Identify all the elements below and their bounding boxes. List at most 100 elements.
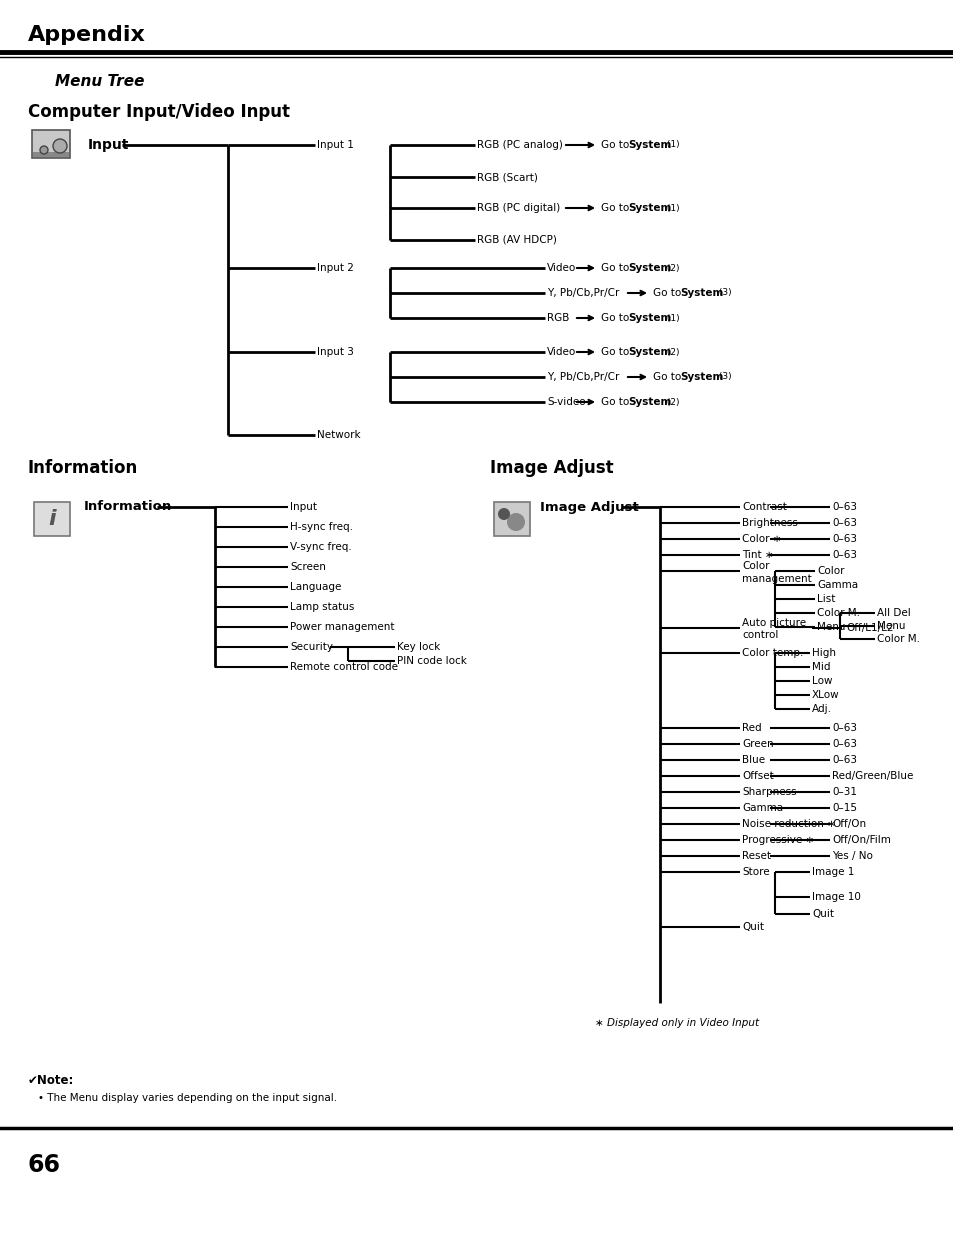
Text: Progressive ∗: Progressive ∗ <box>741 835 814 845</box>
Text: Go to: Go to <box>600 347 632 357</box>
Text: Go to: Go to <box>600 312 632 324</box>
Text: Go to: Go to <box>600 263 632 273</box>
Text: Green: Green <box>741 739 773 748</box>
Text: S-video: S-video <box>546 396 585 408</box>
Circle shape <box>40 146 48 154</box>
Text: ∗ Displayed only in Video Input: ∗ Displayed only in Video Input <box>595 1018 759 1028</box>
Text: 66: 66 <box>28 1153 61 1177</box>
Text: Y, Pb/Cb,Pr/Cr: Y, Pb/Cb,Pr/Cr <box>546 372 618 382</box>
Text: H-sync freq.: H-sync freq. <box>290 522 353 532</box>
Text: 0–63: 0–63 <box>831 755 856 764</box>
Text: Image 1: Image 1 <box>811 867 854 877</box>
Text: Off/On: Off/On <box>831 819 865 829</box>
Text: (2): (2) <box>663 347 679 357</box>
Text: System: System <box>627 347 671 357</box>
Text: System: System <box>627 140 671 149</box>
Text: Off/L1/L2: Off/L1/L2 <box>845 622 893 634</box>
Text: System: System <box>627 263 671 273</box>
Text: management: management <box>741 574 811 584</box>
Text: Security: Security <box>290 642 333 652</box>
Text: Menu: Menu <box>876 621 904 631</box>
Text: Input 2: Input 2 <box>316 263 354 273</box>
Text: control: control <box>741 630 778 640</box>
Text: 0–31: 0–31 <box>831 787 856 797</box>
Text: V-sync freq.: V-sync freq. <box>290 542 352 552</box>
Text: Go to: Go to <box>600 203 632 212</box>
Text: Information: Information <box>28 459 138 477</box>
Text: Video: Video <box>546 347 576 357</box>
Text: RGB (PC digital): RGB (PC digital) <box>476 203 559 212</box>
Text: Image 10: Image 10 <box>811 892 860 902</box>
Text: Color temp.: Color temp. <box>741 648 802 658</box>
Text: Store: Store <box>741 867 769 877</box>
Text: (1): (1) <box>663 204 679 212</box>
Text: Off/On/Film: Off/On/Film <box>831 835 890 845</box>
Text: 0–15: 0–15 <box>831 803 856 813</box>
Text: Image Adjust: Image Adjust <box>490 459 613 477</box>
Text: Blue: Blue <box>741 755 764 764</box>
Text: 0–63: 0–63 <box>831 722 856 734</box>
Text: Adj.: Adj. <box>811 704 831 714</box>
Text: Auto picture: Auto picture <box>741 618 805 629</box>
Text: Menu Tree: Menu Tree <box>55 74 144 89</box>
Text: Menu: Menu <box>816 622 844 632</box>
Text: Mid: Mid <box>811 662 830 672</box>
Text: Go to: Go to <box>600 140 632 149</box>
Text: (3): (3) <box>716 373 731 382</box>
Text: ✔Note:: ✔Note: <box>28 1073 74 1087</box>
Text: RGB (PC analog): RGB (PC analog) <box>476 140 562 149</box>
Circle shape <box>506 513 524 531</box>
Text: System: System <box>627 203 671 212</box>
Text: System: System <box>679 372 722 382</box>
Text: 0–63: 0–63 <box>831 550 856 559</box>
Text: Screen: Screen <box>290 562 326 572</box>
Text: (3): (3) <box>716 289 731 298</box>
Text: System: System <box>679 288 722 298</box>
Text: RGB: RGB <box>546 312 569 324</box>
Text: List: List <box>816 594 835 604</box>
Text: Go to: Go to <box>652 372 684 382</box>
Text: Language: Language <box>290 582 341 592</box>
Circle shape <box>497 508 510 520</box>
Text: RGB (AV HDCP): RGB (AV HDCP) <box>476 235 557 245</box>
Text: (1): (1) <box>663 314 679 322</box>
Bar <box>33 152 69 157</box>
Text: Color ∗: Color ∗ <box>741 534 781 543</box>
Text: Computer Input/Video Input: Computer Input/Video Input <box>28 103 290 121</box>
Text: Yes / No: Yes / No <box>831 851 872 861</box>
Text: System: System <box>627 312 671 324</box>
Text: Network: Network <box>316 430 360 440</box>
Text: Color M.: Color M. <box>876 634 919 643</box>
Text: Image Adjust: Image Adjust <box>539 500 639 514</box>
Text: RGB (Scart): RGB (Scart) <box>476 172 537 182</box>
Bar <box>494 501 530 536</box>
Text: 0–63: 0–63 <box>831 739 856 748</box>
Text: PIN code lock: PIN code lock <box>396 656 466 666</box>
Text: Brightness: Brightness <box>741 517 797 529</box>
Text: XLow: XLow <box>811 690 839 700</box>
Text: Gamma: Gamma <box>816 580 858 590</box>
Bar <box>32 130 70 158</box>
Text: System: System <box>627 396 671 408</box>
Text: Gamma: Gamma <box>741 803 782 813</box>
Text: Red: Red <box>741 722 760 734</box>
Text: (2): (2) <box>663 398 679 406</box>
Text: Remote control code: Remote control code <box>290 662 397 672</box>
Bar <box>34 501 70 536</box>
Text: Video: Video <box>546 263 576 273</box>
Text: Input 1: Input 1 <box>316 140 354 149</box>
Text: Tint ∗: Tint ∗ <box>741 550 773 559</box>
Text: Appendix: Appendix <box>28 25 146 44</box>
Text: Quit: Quit <box>741 923 763 932</box>
Text: (2): (2) <box>663 263 679 273</box>
Text: i: i <box>49 509 56 529</box>
Text: High: High <box>811 648 835 658</box>
Text: Quit: Quit <box>811 909 833 919</box>
Text: Low: Low <box>811 676 832 685</box>
Text: Go to: Go to <box>652 288 684 298</box>
Text: Input 3: Input 3 <box>316 347 354 357</box>
Text: All Del: All Del <box>876 608 910 618</box>
Text: Information: Information <box>84 500 172 514</box>
Text: Lamp status: Lamp status <box>290 601 354 613</box>
Text: Y, Pb/Cb,Pr/Cr: Y, Pb/Cb,Pr/Cr <box>546 288 618 298</box>
